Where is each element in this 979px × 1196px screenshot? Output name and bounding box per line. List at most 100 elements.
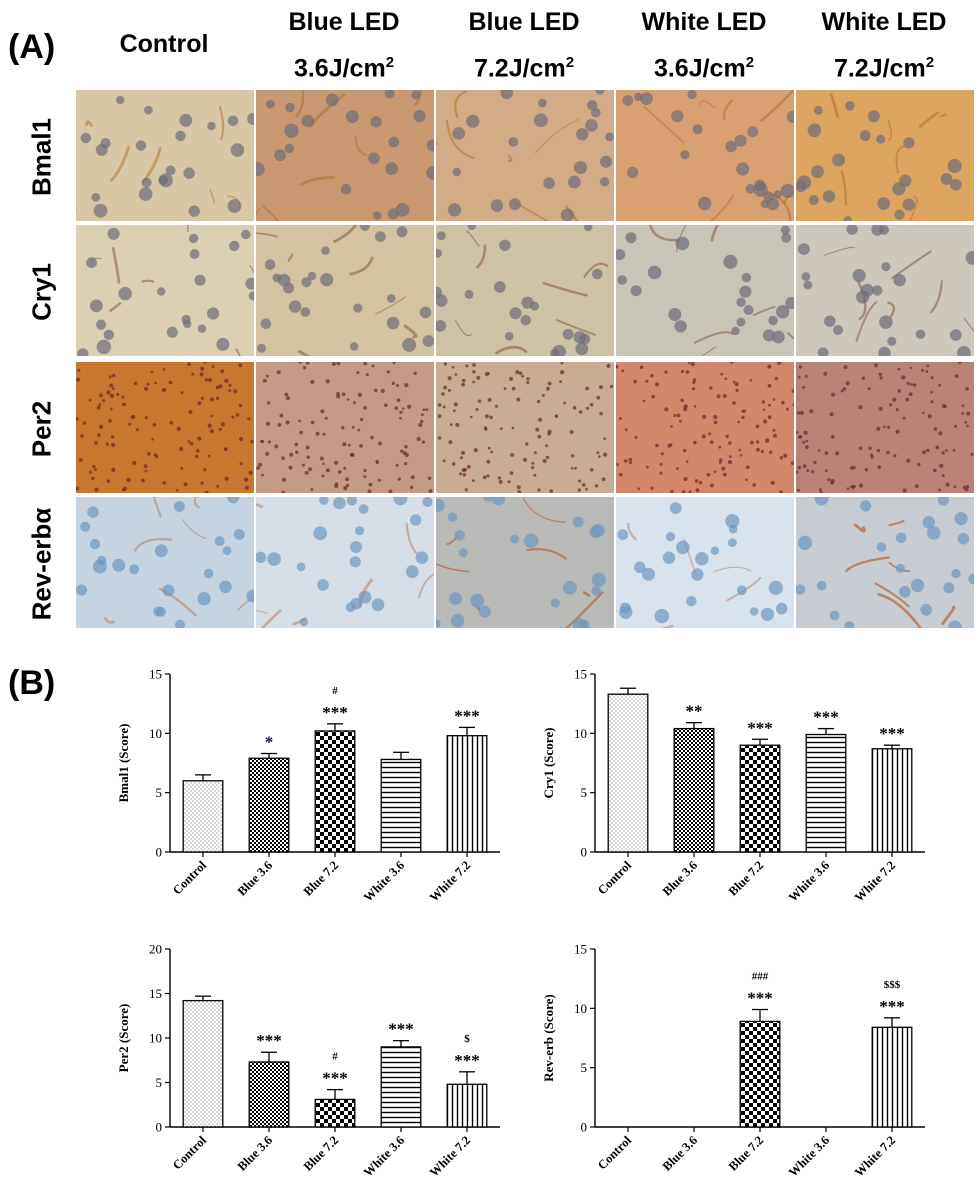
micrograph-3-3 xyxy=(616,497,794,628)
y-tick-label: 10 xyxy=(574,1001,587,1016)
tissue-texture xyxy=(622,90,794,221)
column-header-line1: White LED xyxy=(821,8,947,36)
tissue-texture xyxy=(796,362,974,493)
tissue-texture xyxy=(256,90,434,221)
y-tick-label: 15 xyxy=(149,667,162,682)
significance-marker: *** xyxy=(454,1051,480,1070)
tissue-texture xyxy=(437,362,614,493)
micrograph-3-4 xyxy=(796,497,974,628)
column-header-line2: 3.6J/cm2 xyxy=(614,54,794,83)
micrograph-1-3 xyxy=(616,225,794,356)
significance-secondary: # xyxy=(332,685,338,697)
panel-a-label: (A) xyxy=(8,28,56,66)
micrograph-2-2 xyxy=(436,362,614,493)
bar-0 xyxy=(607,693,649,853)
bar-2 xyxy=(314,1098,356,1128)
x-tick-label: Blue 7.2 xyxy=(726,1133,766,1173)
micrograph-2-3 xyxy=(616,362,794,493)
x-tick-label: Control xyxy=(170,858,210,898)
significance-marker: *** xyxy=(322,1069,348,1088)
y-tick-label: 15 xyxy=(574,667,587,682)
tissue-texture xyxy=(77,225,254,356)
tissue-texture xyxy=(76,95,254,218)
x-tick-label: Blue 7.2 xyxy=(301,858,341,898)
column-header-line1: Blue LED xyxy=(288,8,400,36)
row-label-text: Bmal1 xyxy=(26,117,57,197)
tissue-texture xyxy=(76,497,254,628)
y-tick-label: 0 xyxy=(156,845,163,860)
dose-text: 7.2J/cm xyxy=(473,54,566,83)
micrograph-2-0 xyxy=(76,362,254,493)
tissue-texture xyxy=(256,362,433,493)
significance-marker: *** xyxy=(322,703,348,722)
significance-marker: *** xyxy=(454,706,480,725)
micrograph-1-0 xyxy=(76,225,254,356)
bar-0 xyxy=(182,999,224,1128)
column-header-0: Control xyxy=(74,0,254,88)
dose-text: 7.2J/cm xyxy=(833,54,926,83)
significance-marker: *** xyxy=(747,989,773,1008)
x-tick-label: Blue 7.2 xyxy=(726,858,766,898)
bar-3 xyxy=(380,1046,422,1128)
column-header-line2: 7.2J/cm2 xyxy=(794,54,974,83)
significance-marker: *** xyxy=(747,718,773,737)
y-tick-label: 15 xyxy=(149,986,162,1001)
tissue-texture xyxy=(796,497,974,628)
bar-chart-0: 0 5 10 15 Bmal1 (Score) Control Blue 3.6 Blue 7… xyxy=(116,667,500,904)
y-tick-label: 5 xyxy=(581,785,588,800)
micrograph-1-1 xyxy=(256,225,434,356)
significance-secondary: $ xyxy=(464,1033,470,1045)
bar-4 xyxy=(871,1026,913,1128)
bar-1 xyxy=(248,757,290,853)
y-axis-label: Bmal1 (Score) xyxy=(116,724,131,803)
bar-2 xyxy=(314,730,356,853)
x-tick-label: White 3.6 xyxy=(786,1133,832,1179)
row-label-text: Cry1 xyxy=(26,263,57,321)
column-header-line2: 3.6J/cm2 xyxy=(254,54,434,83)
x-tick-label: White 7.2 xyxy=(852,1133,898,1179)
dose-exponent: 2 xyxy=(925,54,935,71)
bar-chart-3: 0 5 10 15 Rev-erb (Score) Control Blue 3.6 Blue… xyxy=(541,942,925,1179)
dose-text: 3.6J/cm xyxy=(653,54,746,83)
significance-marker: *** xyxy=(256,1031,282,1050)
micrograph-0-3 xyxy=(616,90,794,221)
dose-exponent: 2 xyxy=(385,54,395,71)
row-label-text: Rev-erbα xyxy=(26,507,57,621)
row-label-3: Rev-erbα xyxy=(4,497,80,631)
y-axis-label: Rev-erb (Score) xyxy=(541,994,556,1081)
tissue-texture xyxy=(256,225,434,356)
tissue-texture xyxy=(616,362,794,493)
significance-marker: *** xyxy=(813,708,839,727)
micrograph-3-1 xyxy=(256,497,434,628)
y-tick-label: 5 xyxy=(156,1075,163,1090)
x-tick-label: White 7.2 xyxy=(427,858,473,904)
tissue-texture xyxy=(76,362,254,493)
row-label-0: Bmal1 xyxy=(4,90,80,224)
dose-exponent: 2 xyxy=(565,54,575,71)
tissue-texture xyxy=(616,502,794,628)
x-tick-label: Blue 3.6 xyxy=(235,1133,275,1173)
bar-2 xyxy=(739,1020,781,1128)
significance-marker: *** xyxy=(879,997,905,1016)
column-header-line1: White LED xyxy=(641,8,767,36)
column-header-2: Blue LED 7.2J/cm2 xyxy=(434,0,614,88)
x-tick-label: White 7.2 xyxy=(852,858,898,904)
bar-chart-2: 0 5 10 15 20 Per2 (Score) Control Blue 3.6 Blue … xyxy=(116,942,500,1179)
x-tick-label: Blue 3.6 xyxy=(660,858,700,898)
bar-1 xyxy=(673,727,715,853)
significance-marker: *** xyxy=(388,1020,414,1039)
micrograph-1-2 xyxy=(436,225,614,356)
column-header-4: White LED 7.2J/cm2 xyxy=(794,0,974,88)
y-tick-label: 10 xyxy=(574,726,587,741)
column-header-1: Blue LED 3.6J/cm2 xyxy=(254,0,434,88)
row-label-1: Cry1 xyxy=(4,225,80,359)
bar-2 xyxy=(739,744,781,853)
x-tick-label: Control xyxy=(595,858,635,898)
micrograph-2-4 xyxy=(796,362,974,493)
bar-4 xyxy=(446,1083,488,1128)
micrograph-3-0 xyxy=(76,497,254,628)
y-tick-label: 10 xyxy=(149,1031,162,1046)
y-axis-label: Cry1 (Score) xyxy=(541,728,556,799)
y-tick-label: 15 xyxy=(574,942,587,957)
y-tick-label: 0 xyxy=(581,1120,588,1135)
